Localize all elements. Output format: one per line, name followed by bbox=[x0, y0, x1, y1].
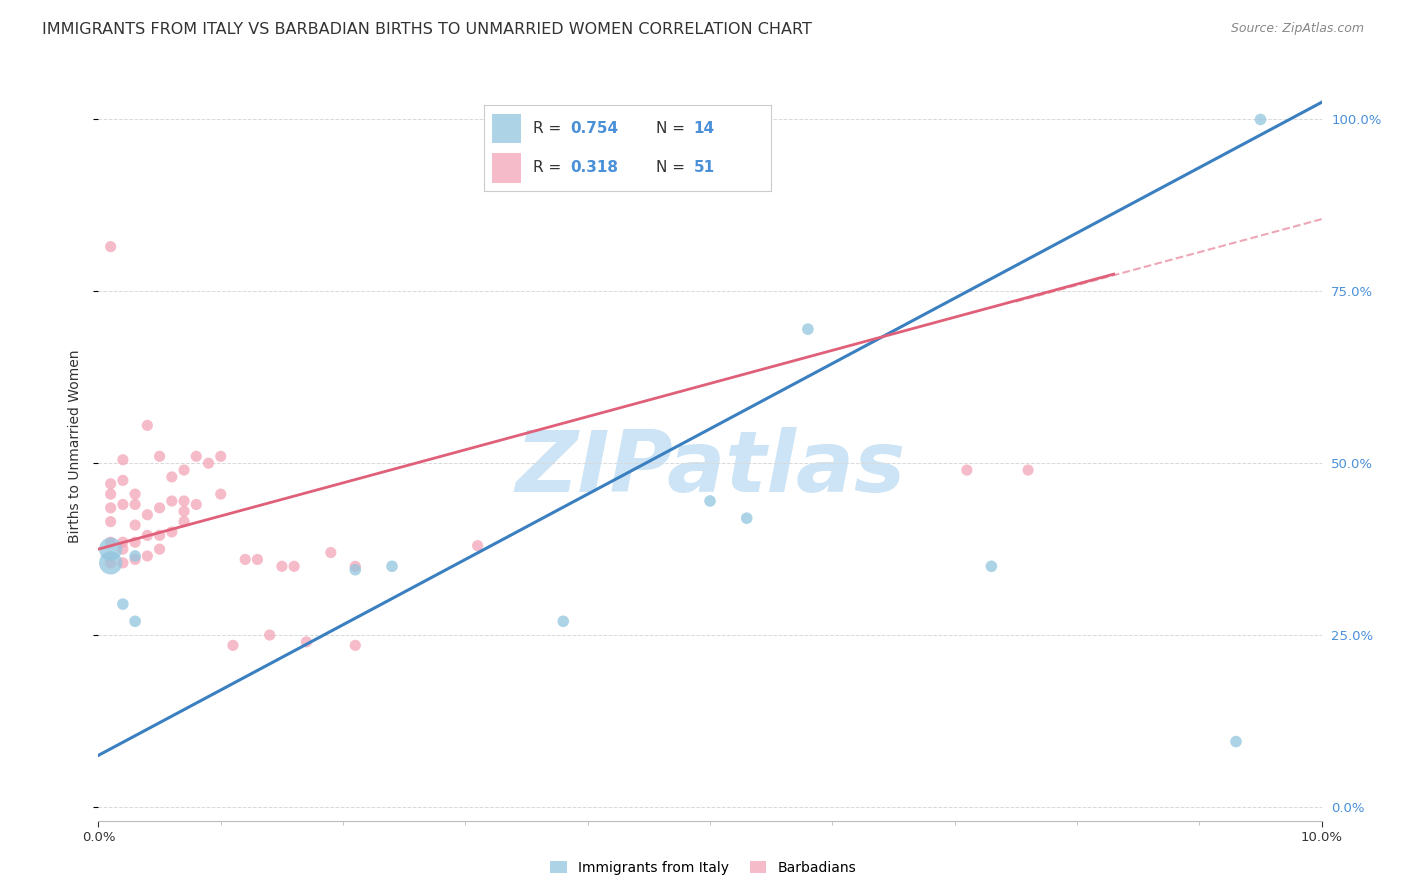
Point bbox=[344, 563, 367, 577]
Point bbox=[111, 474, 134, 488]
Point bbox=[100, 240, 122, 254]
Point bbox=[160, 494, 183, 508]
Point bbox=[956, 463, 979, 477]
Point bbox=[124, 552, 146, 566]
Point bbox=[1225, 734, 1247, 748]
Point bbox=[111, 556, 134, 570]
Text: IMMIGRANTS FROM ITALY VS BARBADIAN BIRTHS TO UNMARRIED WOMEN CORRELATION CHART: IMMIGRANTS FROM ITALY VS BARBADIAN BIRTH… bbox=[42, 22, 813, 37]
Point bbox=[124, 498, 146, 512]
Point bbox=[467, 539, 489, 553]
Point bbox=[186, 498, 208, 512]
Point bbox=[100, 542, 122, 557]
Point bbox=[111, 597, 134, 611]
Point bbox=[209, 487, 232, 501]
Point bbox=[111, 542, 134, 557]
Point bbox=[173, 504, 195, 518]
Point bbox=[160, 470, 183, 484]
Point bbox=[295, 635, 318, 649]
Y-axis label: Births to Unmarried Women: Births to Unmarried Women bbox=[69, 350, 83, 542]
Point bbox=[100, 500, 122, 515]
Point bbox=[259, 628, 281, 642]
Point bbox=[209, 450, 232, 464]
Point bbox=[100, 476, 122, 491]
Point bbox=[136, 528, 159, 542]
Point bbox=[173, 494, 195, 508]
Point bbox=[735, 511, 758, 525]
Point bbox=[100, 487, 122, 501]
Point bbox=[124, 535, 146, 549]
Point bbox=[197, 456, 219, 470]
Point bbox=[160, 524, 183, 539]
Point bbox=[246, 552, 269, 566]
Point bbox=[1017, 463, 1039, 477]
Point bbox=[1249, 112, 1271, 127]
Point bbox=[173, 515, 195, 529]
Point bbox=[111, 452, 134, 467]
Point bbox=[553, 615, 575, 629]
Point bbox=[111, 535, 134, 549]
Point bbox=[124, 615, 146, 629]
Point bbox=[186, 450, 208, 464]
Point bbox=[173, 463, 195, 477]
Point bbox=[149, 528, 172, 542]
Text: ZIPatlas: ZIPatlas bbox=[515, 427, 905, 510]
Legend: Immigrants from Italy, Barbadians: Immigrants from Italy, Barbadians bbox=[544, 855, 862, 880]
Point bbox=[100, 556, 122, 570]
Point bbox=[100, 515, 122, 529]
Point bbox=[124, 549, 146, 563]
Point bbox=[136, 418, 159, 433]
Point bbox=[980, 559, 1002, 574]
Point bbox=[319, 545, 342, 559]
Point bbox=[699, 494, 721, 508]
Point bbox=[270, 559, 292, 574]
Point bbox=[136, 549, 159, 563]
Point bbox=[124, 518, 146, 533]
Point bbox=[100, 535, 122, 549]
Point bbox=[124, 487, 146, 501]
Point bbox=[111, 498, 134, 512]
Point bbox=[381, 559, 404, 574]
Point bbox=[149, 500, 172, 515]
Point bbox=[283, 559, 305, 574]
Text: Source: ZipAtlas.com: Source: ZipAtlas.com bbox=[1230, 22, 1364, 36]
Point bbox=[136, 508, 159, 522]
Point bbox=[233, 552, 256, 566]
Point bbox=[344, 638, 367, 652]
Point bbox=[344, 559, 367, 574]
Point bbox=[149, 450, 172, 464]
Point bbox=[222, 638, 245, 652]
Point bbox=[149, 542, 172, 557]
Point bbox=[100, 556, 122, 570]
Point bbox=[797, 322, 820, 336]
